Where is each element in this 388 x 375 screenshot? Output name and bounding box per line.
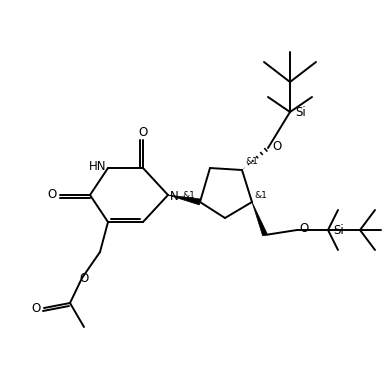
Text: &1: &1 xyxy=(254,190,267,200)
Text: &1: &1 xyxy=(245,158,258,166)
Text: O: O xyxy=(80,272,88,285)
Text: O: O xyxy=(299,222,308,236)
Text: &1: &1 xyxy=(182,190,195,200)
Text: Si: Si xyxy=(333,224,344,237)
Text: HN: HN xyxy=(88,160,106,174)
Text: Si: Si xyxy=(295,105,306,118)
Text: O: O xyxy=(139,126,147,138)
Text: O: O xyxy=(272,141,281,153)
Text: N: N xyxy=(170,189,179,202)
Polygon shape xyxy=(168,195,201,205)
Text: O: O xyxy=(47,189,57,201)
Polygon shape xyxy=(252,202,267,236)
Text: O: O xyxy=(31,302,41,315)
